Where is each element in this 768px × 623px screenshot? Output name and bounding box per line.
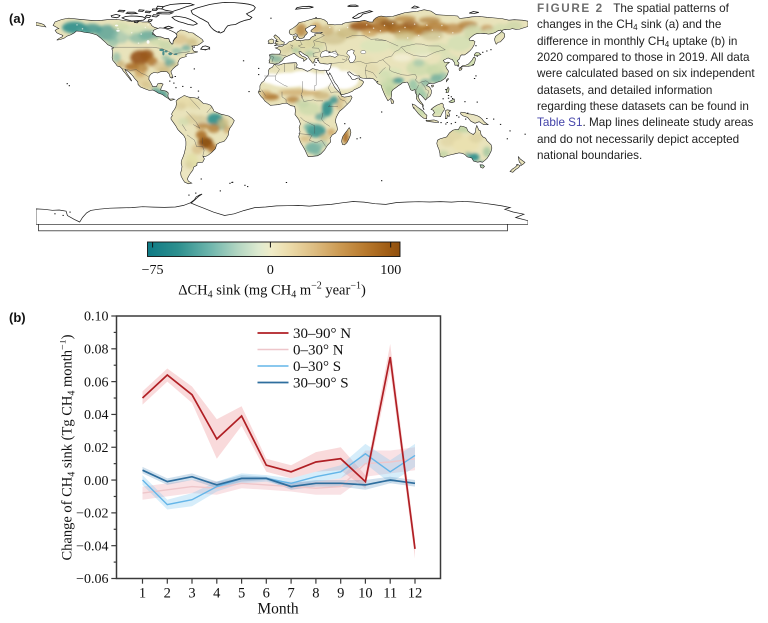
svg-text:Month: Month — [257, 601, 299, 618]
svg-text:9: 9 — [337, 586, 344, 602]
svg-text:7: 7 — [287, 586, 294, 602]
svg-text:8: 8 — [312, 586, 319, 602]
svg-text:−75: −75 — [142, 263, 164, 278]
svg-text:−0.06: −0.06 — [76, 572, 108, 587]
svg-text:−0.04: −0.04 — [76, 539, 108, 554]
svg-text:−0.02: −0.02 — [76, 507, 108, 522]
svg-text:12: 12 — [408, 586, 423, 602]
svg-text:4: 4 — [213, 586, 221, 602]
svg-text:1: 1 — [139, 586, 146, 602]
svg-text:6: 6 — [263, 586, 270, 602]
svg-text:ΔCH4 sink (mg CH4 m−2 year−1): ΔCH4 sink (mg CH4 m−2 year−1) — [178, 281, 366, 301]
svg-text:3: 3 — [188, 586, 195, 602]
svg-text:10: 10 — [358, 586, 373, 602]
svg-text:0: 0 — [267, 263, 274, 278]
svg-text:11: 11 — [383, 586, 397, 602]
svg-text:0–30° S: 0–30° S — [293, 359, 341, 375]
svg-text:30–90° N: 30–90° N — [293, 326, 351, 342]
svg-text:100: 100 — [380, 263, 401, 278]
svg-text:0–30° N: 0–30° N — [293, 343, 344, 359]
svg-text:0.10: 0.10 — [84, 310, 109, 325]
svg-text:0.06: 0.06 — [84, 375, 109, 390]
svg-text:0.04: 0.04 — [84, 408, 109, 423]
svg-text:Change of CH4 sink (Tg CH4 mon: Change of CH4 sink (Tg CH4 month−1) — [60, 334, 78, 560]
svg-text:0.00: 0.00 — [84, 474, 109, 489]
svg-text:30–90° S: 30–90° S — [293, 376, 349, 392]
svg-text:2: 2 — [164, 586, 171, 602]
svg-text:0.02: 0.02 — [84, 441, 109, 456]
svg-text:5: 5 — [238, 586, 245, 602]
svg-text:0.08: 0.08 — [84, 343, 109, 358]
